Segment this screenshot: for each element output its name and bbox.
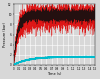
- X-axis label: Time (s): Time (s): [47, 72, 62, 76]
- Y-axis label: Pressure (bar): Pressure (bar): [3, 22, 7, 47]
